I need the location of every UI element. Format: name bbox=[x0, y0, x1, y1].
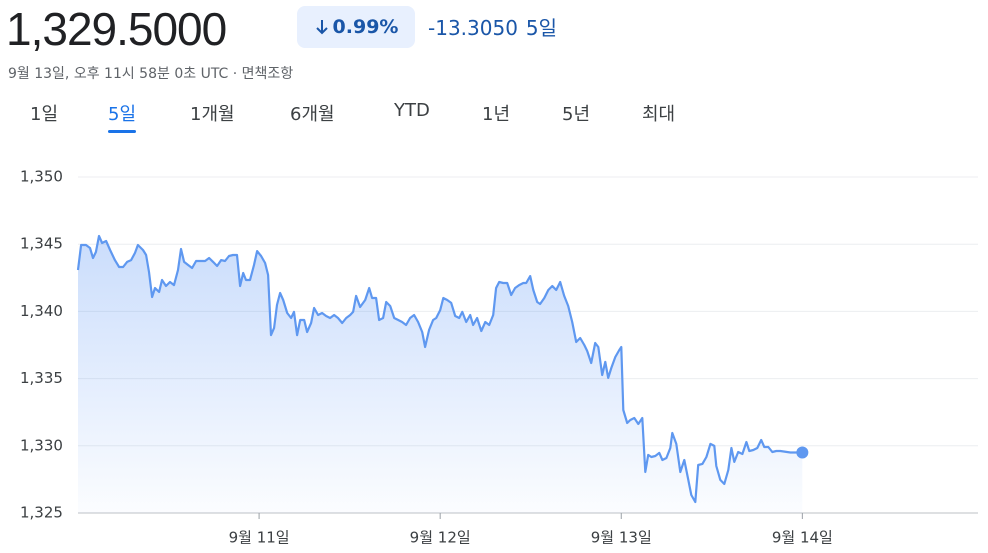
change-percent: 0.99% bbox=[332, 16, 399, 38]
range-tab[interactable]: 최대 bbox=[642, 104, 676, 125]
change-badge: 0.99% bbox=[297, 6, 415, 48]
price: 1,329.5000 bbox=[6, 3, 227, 55]
change: -13.3050 5일 bbox=[428, 12, 557, 41]
change-period: 5일 bbox=[525, 16, 558, 40]
x-tick-label: 9월 12일 bbox=[410, 529, 471, 547]
y-tick-label: 1,330 bbox=[20, 436, 63, 454]
y-tick-label: 1,335 bbox=[20, 369, 63, 387]
down-arrow bbox=[315, 20, 328, 35]
x-tick-label: 9월 11일 bbox=[229, 529, 290, 547]
x-tick-label: 9월 14일 bbox=[772, 529, 833, 547]
area bbox=[78, 236, 803, 513]
y-tick-label: 1,340 bbox=[20, 302, 63, 320]
range-tab[interactable]: 1년 bbox=[482, 104, 511, 125]
range-tab[interactable]: 6개월 bbox=[290, 104, 335, 125]
line bbox=[76, 234, 803, 504]
change-value: -13.3050 bbox=[428, 16, 518, 40]
y-tick-label: 1,325 bbox=[20, 504, 63, 522]
range-tab[interactable]: 5년 bbox=[562, 104, 591, 125]
y-tick-label: 1,345 bbox=[20, 235, 63, 253]
x-tick-label: 9월 13일 bbox=[591, 529, 652, 547]
range-tab[interactable]: YTD bbox=[394, 100, 430, 121]
timestamp: 9월 13일, 오후 11시 58분 0초 UTC · 면책조항 bbox=[8, 66, 294, 82]
range-tab[interactable]: 5일 bbox=[108, 100, 137, 133]
range-tab[interactable]: 1일 bbox=[30, 104, 59, 125]
last-point bbox=[796, 446, 809, 459]
y-tick-label: 1,350 bbox=[20, 168, 63, 186]
range-tab[interactable]: 1개월 bbox=[190, 104, 235, 125]
